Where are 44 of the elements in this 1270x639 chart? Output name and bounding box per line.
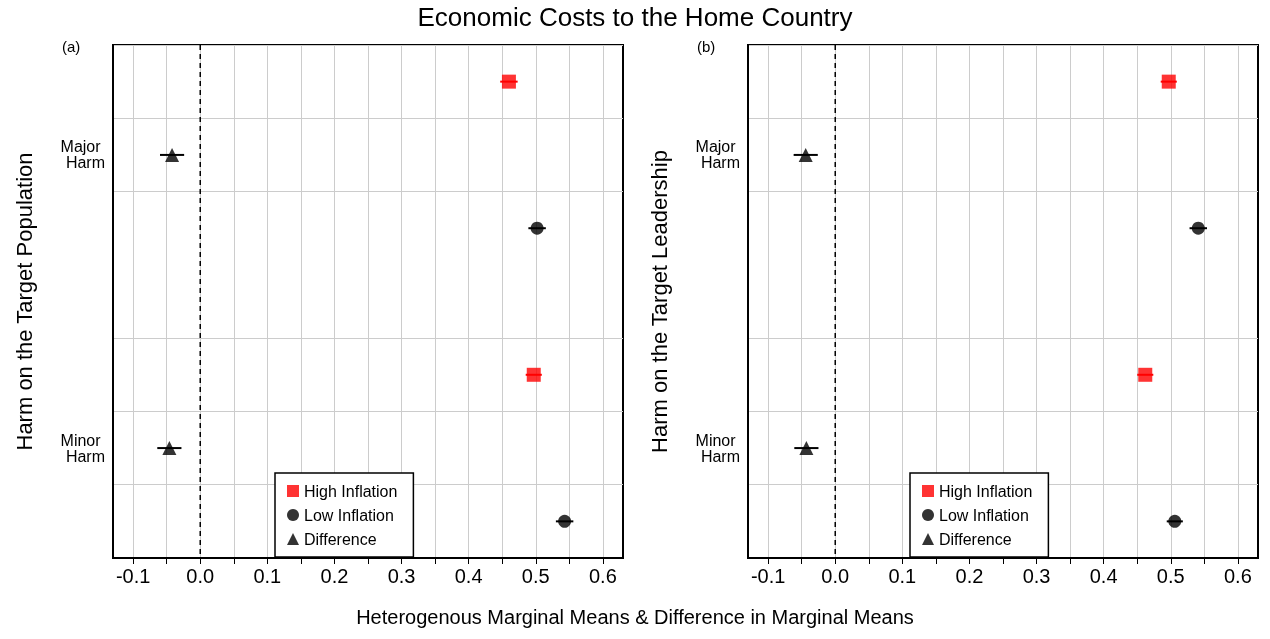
point (558, 514, 572, 528)
x-tick-label: 0.0 (821, 565, 850, 587)
x-tick-label: 0.5 (1156, 565, 1185, 587)
point (162, 441, 177, 456)
x-tick-label: 0.4 (1089, 565, 1118, 587)
legend-label: Low Inflation (939, 506, 1029, 524)
y-tick-label: Major Harm (695, 138, 740, 172)
point (798, 147, 813, 162)
legend-label: Difference (939, 530, 1012, 548)
text: (a) (62, 38, 81, 55)
x-tick-label: 0.3 (1022, 565, 1051, 587)
legend-label: High Inflation (304, 482, 398, 500)
x-tick-label: 0.0 (186, 565, 215, 587)
y-tick-label: Major Harm (60, 138, 105, 172)
legend-label: Low Inflation (304, 506, 394, 524)
point (530, 221, 544, 235)
x-tick-label: 0.1 (253, 565, 282, 587)
y-axis-title: Harm on the Target Leadership (646, 150, 672, 453)
point (1138, 367, 1153, 382)
point (799, 441, 814, 456)
chart-title: Economic Costs to the Home Country (416, 2, 854, 33)
x-tick-label: 0.2 (320, 565, 349, 587)
point (1161, 74, 1176, 89)
x-tick-label: -0.1 (750, 565, 786, 587)
x-tick-label: 0.6 (588, 565, 617, 587)
point (501, 74, 516, 89)
point (165, 147, 180, 162)
point (1191, 221, 1205, 235)
x-tick-label: 0.1 (888, 565, 917, 587)
text: (b) (697, 38, 716, 55)
x-tick-label: -0.1 (115, 565, 151, 587)
legend-label: Difference (304, 530, 377, 548)
y-axis-title: Harm on the Target Population (11, 152, 37, 451)
x-axis-title: Heterogenous Marginal Means & Difference in Marginal Means (355, 606, 915, 629)
x-tick-label: 0.3 (387, 565, 416, 587)
y-tick-label: Minor Harm (60, 431, 105, 465)
x-tick-label: 0.4 (454, 565, 483, 587)
x-tick-label: 0.2 (955, 565, 984, 587)
point (526, 367, 541, 382)
x-tick-label: 0.5 (521, 565, 550, 587)
x-tick-label: 0.6 (1223, 565, 1252, 587)
legend-label: High Inflation (939, 482, 1033, 500)
point (1168, 514, 1182, 528)
y-tick-label: Minor Harm (695, 431, 740, 465)
